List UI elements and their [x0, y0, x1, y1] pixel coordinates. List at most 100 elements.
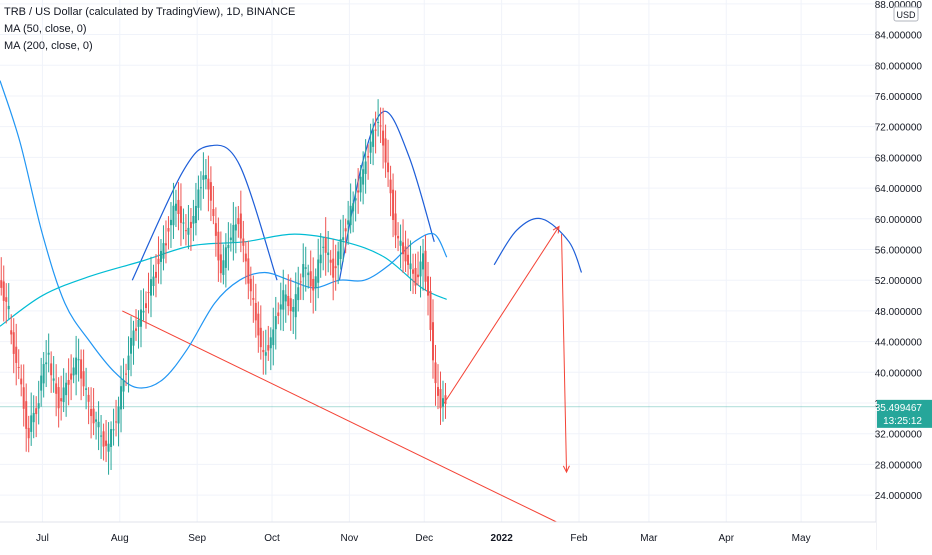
candle-body	[297, 287, 300, 301]
candle-body	[242, 238, 245, 246]
price-tick-label: 60.000000	[875, 215, 923, 226]
candle-body	[202, 175, 205, 180]
candle-body	[399, 240, 402, 246]
candle-body	[229, 237, 232, 240]
candle-body	[167, 228, 170, 232]
candle-body	[219, 254, 222, 274]
candle-body	[164, 243, 167, 246]
ma50-legend[interactable]: MA (50, close, 0)	[4, 23, 87, 35]
price-tick-label: 80.000000	[875, 61, 923, 72]
candle-body	[304, 267, 307, 269]
candle-body	[22, 387, 25, 409]
ma200-legend[interactable]: MA (200, close, 0)	[4, 40, 93, 52]
candle-body	[42, 364, 45, 384]
candle-body	[72, 367, 75, 376]
candle-body	[85, 388, 88, 390]
candle-body	[207, 178, 210, 190]
candle-body	[264, 352, 267, 356]
candle-body	[212, 209, 215, 217]
candle-body	[52, 378, 55, 381]
candle-body	[337, 251, 340, 266]
ma50-line	[0, 80, 448, 389]
candle-body	[204, 175, 207, 180]
symbol-title[interactable]: TRB / US Dollar (calculated by TradingVi…	[4, 6, 296, 18]
candle-body	[97, 421, 100, 428]
currency-badge	[893, 6, 919, 22]
candle-body	[40, 375, 43, 391]
candle-body	[110, 429, 113, 447]
chart-legend: TRB / US Dollar (calculated by TradingVi…	[4, 4, 295, 55]
candle-body	[317, 259, 320, 283]
candle-body	[322, 246, 325, 248]
candle-body	[417, 274, 420, 278]
candle-body	[172, 205, 175, 226]
drawing-arc-1	[131, 144, 278, 281]
candle-body	[312, 278, 315, 291]
price-axis-bg	[876, 0, 932, 550]
price-tick-label: 52.000000	[875, 276, 923, 287]
candle-body	[314, 276, 317, 288]
candle-body	[112, 429, 115, 431]
time-tick-label: Mar	[640, 533, 658, 544]
currency-label: USD	[896, 10, 916, 20]
candle-body	[149, 279, 152, 296]
candle-body	[137, 319, 140, 327]
candle-body	[47, 352, 50, 355]
candle-body	[35, 408, 38, 415]
candle-body	[362, 169, 365, 185]
candle-body	[32, 412, 35, 423]
candle-body	[359, 176, 362, 193]
candle-body	[107, 443, 110, 452]
candle-body	[369, 141, 372, 153]
candle-body	[75, 357, 78, 375]
candle-body	[60, 398, 63, 402]
candle-body	[244, 253, 247, 262]
candle-body	[95, 419, 98, 422]
candle-body	[82, 371, 85, 387]
time-tick-label: Oct	[264, 533, 280, 544]
candle-body	[174, 203, 177, 211]
price-tick-label: 24.000000	[875, 491, 923, 502]
candle-body	[145, 303, 147, 308]
time-tick-label: May	[792, 533, 811, 544]
candle-body	[152, 276, 155, 287]
candle-body	[352, 203, 355, 212]
candle-body	[2, 281, 5, 301]
candle-body	[434, 362, 437, 384]
candle-body	[289, 298, 292, 312]
candle-body	[125, 373, 128, 375]
candle-body	[62, 387, 65, 403]
price-tick-label: 84.000000	[875, 31, 923, 42]
candle-body	[100, 435, 103, 437]
candle-body	[354, 198, 357, 201]
candle-body	[247, 258, 250, 284]
last-price-value: 35.499467	[875, 403, 923, 414]
candle-body	[239, 213, 242, 239]
candle-body	[214, 223, 217, 236]
candle-body	[142, 310, 145, 313]
candle-body	[327, 252, 330, 256]
candle-body	[10, 330, 13, 335]
price-tick-label: 48.000000	[875, 307, 923, 318]
candle-body	[419, 261, 422, 277]
candle-body	[37, 403, 40, 409]
candle-body	[17, 366, 20, 368]
candle-body	[394, 213, 397, 236]
candle-body	[30, 415, 33, 432]
candle-body	[347, 220, 350, 225]
candle-body	[377, 122, 380, 124]
candle-body	[102, 431, 105, 447]
last-price-tag	[877, 399, 932, 428]
price-tick-label: 32.000000	[875, 430, 923, 441]
candle-body	[364, 161, 367, 174]
candle-body	[7, 305, 10, 310]
time-tick-label: Jul	[36, 533, 49, 544]
candle-body	[309, 271, 312, 287]
candle-body	[277, 312, 280, 316]
candle-body	[302, 264, 305, 278]
candle-body	[169, 219, 172, 226]
countdown-label: 13:25:12	[883, 416, 922, 427]
candle-body	[197, 189, 200, 208]
